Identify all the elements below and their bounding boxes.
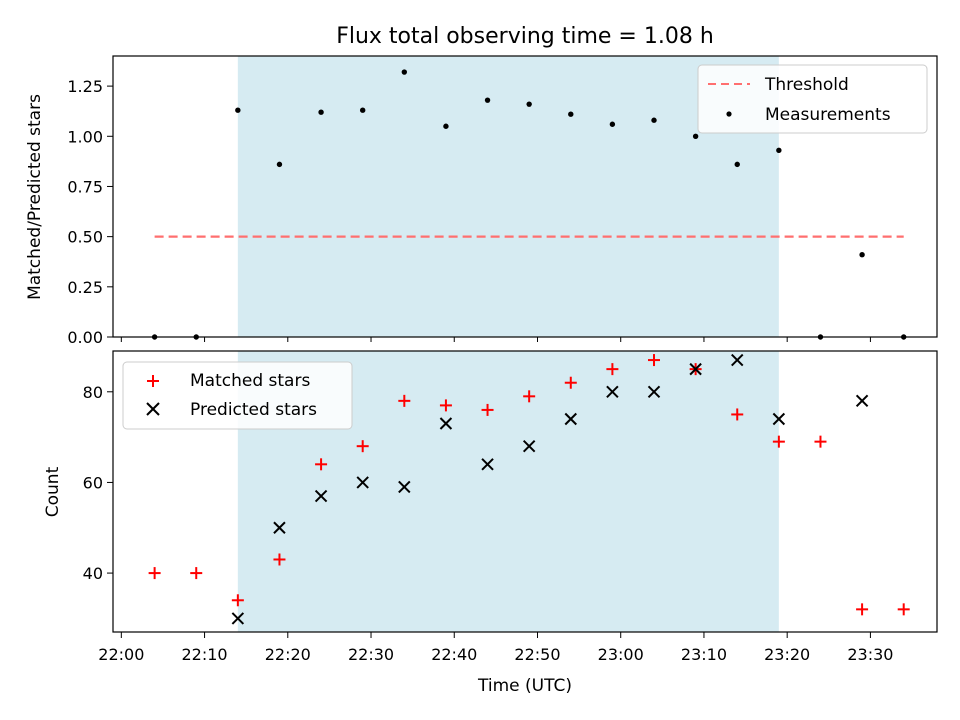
matched-star-point bbox=[231, 594, 244, 607]
top-y-tick-label: 0.25 bbox=[67, 278, 103, 297]
x-tick-label: 23:10 bbox=[681, 645, 727, 664]
top-panel: 0.00 0.25 0.50 0.75 1.00 1.25 Flux total obse… bbox=[25, 24, 938, 347]
predicted-star-point bbox=[398, 480, 411, 494]
predicted-star-point bbox=[564, 412, 577, 426]
predicted-star-point bbox=[855, 394, 869, 408]
top-y-tick-label: 0.00 bbox=[67, 328, 103, 347]
matched-star-point bbox=[564, 376, 577, 389]
bottom-y-ticks: 40 60 80 bbox=[83, 383, 113, 583]
bottom-legend-box bbox=[122, 361, 353, 430]
matched-star-point bbox=[523, 390, 536, 403]
legend-measurements-swatch bbox=[726, 111, 732, 117]
bottom-y-axis-label: Count bbox=[43, 466, 63, 517]
measurement-point bbox=[734, 161, 740, 168]
predicted-star-point bbox=[481, 458, 494, 471]
top-y-tick-label: 1.25 bbox=[67, 77, 103, 96]
measurement-point bbox=[651, 117, 657, 123]
x-tick-label: 22:40 bbox=[431, 645, 477, 664]
x-tick-label: 23:30 bbox=[847, 645, 893, 664]
matched-star-point bbox=[897, 603, 910, 616]
measurement-point bbox=[401, 69, 408, 75]
matched-star-point bbox=[148, 567, 161, 580]
measurement-point bbox=[568, 111, 574, 117]
predicted-star-point bbox=[273, 521, 286, 534]
measurement-point bbox=[776, 147, 782, 154]
measurement-point bbox=[359, 107, 366, 113]
predicted-star-point bbox=[522, 439, 536, 453]
matched-star-point bbox=[856, 603, 869, 616]
predicted-star-point bbox=[439, 417, 453, 430]
x-axis-label: Time (UTC) bbox=[477, 676, 572, 696]
bottom-marks bbox=[148, 353, 910, 625]
top-marks bbox=[151, 69, 907, 340]
bottom-y-tick-label: 80 bbox=[83, 383, 103, 402]
matched-star-point bbox=[398, 394, 411, 407]
matched-star-point bbox=[190, 567, 203, 580]
measurement-point bbox=[609, 121, 616, 127]
measurement-point bbox=[692, 133, 699, 139]
predicted-star-point bbox=[231, 612, 245, 625]
measurement-point bbox=[276, 161, 283, 168]
top-plot-frame bbox=[112, 55, 938, 338]
bottom-panel: 40 60 80 22:00 22:10 22:20 22:30 22:40 22:50 23:… bbox=[43, 350, 938, 696]
predicted-star-point bbox=[356, 476, 369, 489]
top-y-tick-label: 1.00 bbox=[67, 127, 103, 146]
legend-matched-swatch bbox=[147, 375, 159, 387]
bottom-plot-frame bbox=[112, 350, 938, 633]
matched-star-point bbox=[315, 458, 328, 471]
x-tick-label: 22:50 bbox=[514, 645, 560, 664]
top-legend: Threshold Measurements bbox=[697, 64, 928, 134]
legend-predicted-swatch bbox=[146, 402, 160, 416]
top-legend-box bbox=[697, 64, 928, 134]
chart-title: Flux total observing time = 1.08 h bbox=[336, 24, 714, 49]
matched-star-point bbox=[648, 354, 661, 367]
bottom-legend: Matched stars Predicted stars bbox=[122, 361, 353, 430]
matched-star-point bbox=[356, 440, 369, 453]
bottom-y-tick-label: 60 bbox=[83, 473, 103, 492]
matched-star-point bbox=[273, 553, 286, 566]
x-tick-label: 22:10 bbox=[182, 645, 228, 664]
measurement-point bbox=[235, 107, 241, 113]
legend-matched-label: Matched stars bbox=[190, 371, 310, 391]
matched-star-point bbox=[814, 435, 827, 448]
top-shaded-span bbox=[237, 56, 779, 337]
predicted-star-point bbox=[689, 362, 702, 376]
top-y-ticks: 0.00 0.25 0.50 0.75 1.00 1.25 bbox=[67, 77, 871, 347]
legend-predicted-label: Predicted stars bbox=[190, 400, 317, 420]
predicted-star-point bbox=[731, 353, 744, 367]
legend-measurements-label: Measurements bbox=[765, 105, 891, 125]
predicted-star-point bbox=[647, 385, 661, 398]
predicted-star-point bbox=[772, 412, 786, 426]
x-tick-label: 22:30 bbox=[348, 645, 394, 664]
matched-star-point bbox=[772, 435, 785, 448]
measurement-point bbox=[318, 109, 324, 115]
bottom-y-tick-label: 40 bbox=[83, 564, 103, 583]
measurement-point bbox=[526, 101, 532, 107]
measurement-point bbox=[443, 123, 449, 129]
top-y-tick-label: 0.75 bbox=[67, 177, 103, 196]
x-tick-label: 22:00 bbox=[98, 645, 144, 664]
predicted-star-point bbox=[314, 489, 328, 503]
matched-star-point bbox=[731, 408, 744, 421]
matched-star-point bbox=[606, 363, 619, 376]
x-tick-label: 22:20 bbox=[265, 645, 311, 664]
top-y-axis-label: Matched/Predicted stars bbox=[25, 94, 45, 300]
measurement-point bbox=[859, 252, 865, 258]
predicted-star-point bbox=[606, 385, 619, 398]
bottom-x-ticks: 22:00 22:10 22:20 22:30 22:40 22:50 23:00 23:10… bbox=[98, 632, 893, 664]
x-tick-label: 23:20 bbox=[764, 645, 810, 664]
matched-star-point bbox=[439, 399, 452, 412]
measurement-point bbox=[484, 97, 491, 103]
top-y-tick-label: 0.50 bbox=[67, 228, 103, 247]
x-tick-label: 23:00 bbox=[598, 645, 644, 664]
legend-threshold-label: Threshold bbox=[764, 75, 849, 95]
matched-star-point bbox=[481, 403, 494, 416]
